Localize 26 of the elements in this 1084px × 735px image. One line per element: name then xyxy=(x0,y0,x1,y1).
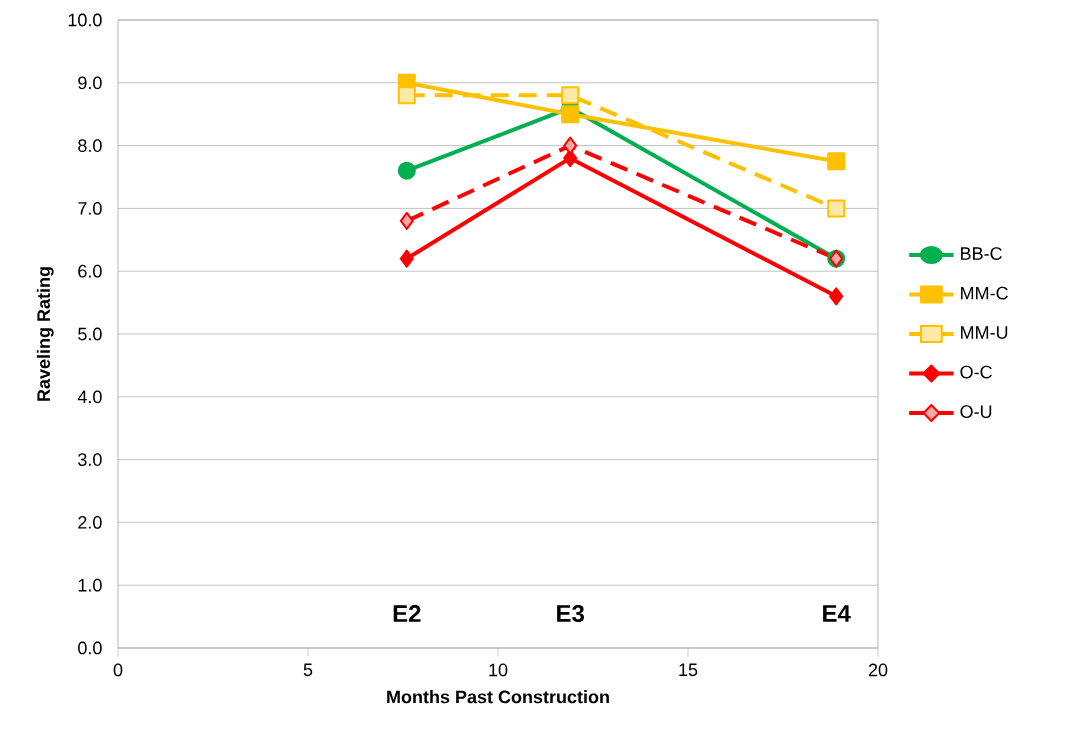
y-tick-label: 4.0 xyxy=(77,390,102,404)
y-tick-label: 8.0 xyxy=(78,139,102,152)
x-tick-label: 20 xyxy=(868,663,888,677)
annotation: E3 xyxy=(557,604,585,622)
x-tick-label: 5 xyxy=(303,663,313,677)
y-tick-label: 7.0 xyxy=(78,202,102,215)
legend-label: O-U xyxy=(960,405,992,419)
y-tick-label: 5.0 xyxy=(78,327,102,341)
y-tick-label: 10.0 xyxy=(68,13,102,27)
legend-label: MM-C xyxy=(961,286,1008,300)
y-tick-label: 9.0 xyxy=(78,76,102,90)
y-axis-title: Raveling Rating xyxy=(36,267,54,401)
legend-label: MM-U xyxy=(961,326,1008,339)
x-tick-label: 10 xyxy=(489,663,508,677)
annotation: E2 xyxy=(393,605,421,622)
y-tick-label: 2.0 xyxy=(78,516,102,529)
legend-label: O-C xyxy=(960,365,992,379)
x-tick-label: 0 xyxy=(113,663,123,677)
y-tick-label: 6.0 xyxy=(78,264,102,278)
x-tick-label: 15 xyxy=(679,663,698,677)
annotation: E4 xyxy=(823,605,851,622)
y-tick-label: 0.0 xyxy=(78,641,102,655)
y-tick-label: 3.0 xyxy=(78,453,102,466)
legend-label: BB-C xyxy=(961,247,1002,260)
y-tick-label: 1.0 xyxy=(78,578,102,592)
x-axis-title: Months Past Construction xyxy=(387,690,609,704)
